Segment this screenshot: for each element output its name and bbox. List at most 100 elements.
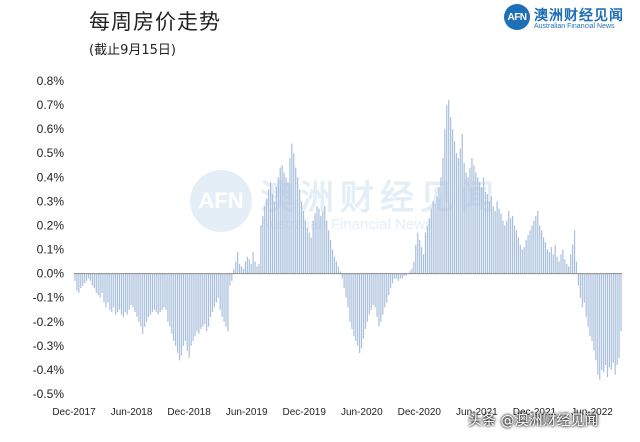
bar [333,256,336,274]
bar [366,273,368,322]
bar [386,273,388,303]
x-tick-label: Jun-2021 [456,407,498,418]
bar [368,273,370,315]
bar [242,268,245,274]
bar [455,153,458,274]
bar [308,232,310,274]
bar [591,273,593,342]
bar [204,273,206,325]
bar [525,239,527,274]
bar [264,206,266,274]
bar [120,273,123,315]
bar [360,273,363,349]
bar [89,273,92,281]
bar [161,273,163,310]
bar [405,273,407,277]
bar [147,273,150,317]
bar [391,273,394,284]
bar [579,273,581,298]
y-tick-label: -0.3% [33,339,65,353]
bar [357,273,359,346]
bar [165,273,167,310]
bar [235,261,237,274]
bar [287,182,289,274]
bar [221,273,223,317]
bar [97,273,99,296]
bar [132,273,134,308]
bar [285,177,287,274]
bar [515,230,518,274]
bar [349,273,351,322]
bar [115,273,117,315]
bar [343,273,345,289]
bar [134,273,136,313]
bar [535,215,537,274]
bar [498,208,500,274]
bar [211,273,214,313]
bar [459,148,461,274]
bar [76,273,78,291]
bar [206,273,208,332]
bar [339,271,341,274]
bar [101,273,103,293]
bar [529,230,531,274]
bar [618,273,620,358]
bar [473,165,475,274]
bar [380,273,382,322]
footer-credit: 头条 @澳洲财经见闻 [468,413,599,429]
bar [614,273,616,375]
bar [78,273,80,293]
bar [430,208,432,274]
bar [511,215,514,274]
bar [585,273,587,317]
bar [320,215,322,274]
bar [413,261,415,274]
bar [438,186,440,274]
x-tick-label: Jun-2018 [111,407,153,418]
bar [420,247,423,274]
bar [207,273,210,327]
bar [527,235,529,274]
bar [318,208,320,274]
bar [506,220,508,274]
brand-name-cn: 澳洲财经见闻 [534,8,624,24]
bar [364,273,367,329]
bar [124,273,126,313]
bar [329,239,332,274]
bar [593,273,595,351]
bar [240,266,243,274]
bar [312,220,314,274]
bar [306,227,308,274]
bar [177,273,179,354]
bar [595,273,597,361]
bar [209,273,212,317]
y-tick-label: -0.1% [33,291,65,305]
bar [157,273,159,315]
bar [419,239,421,274]
bar [399,273,401,279]
bar [453,141,456,274]
bar [192,273,194,342]
bar [74,273,76,281]
bar [362,273,365,339]
bar [258,263,260,274]
bar [612,273,614,363]
bar [331,249,334,274]
bar [428,218,430,274]
bar [256,266,258,274]
bar [91,273,93,286]
bar [248,259,250,274]
bar [322,211,324,274]
bar [390,273,392,289]
bar [82,273,84,286]
bar [93,273,95,289]
bar [328,230,330,274]
bar [155,273,157,313]
x-tick-label: Jun-2019 [226,407,268,418]
bar [589,273,591,337]
x-tick-label: Dec-2021 [513,407,557,418]
bar [432,201,434,274]
bar [597,273,599,375]
bar-series [74,100,622,380]
